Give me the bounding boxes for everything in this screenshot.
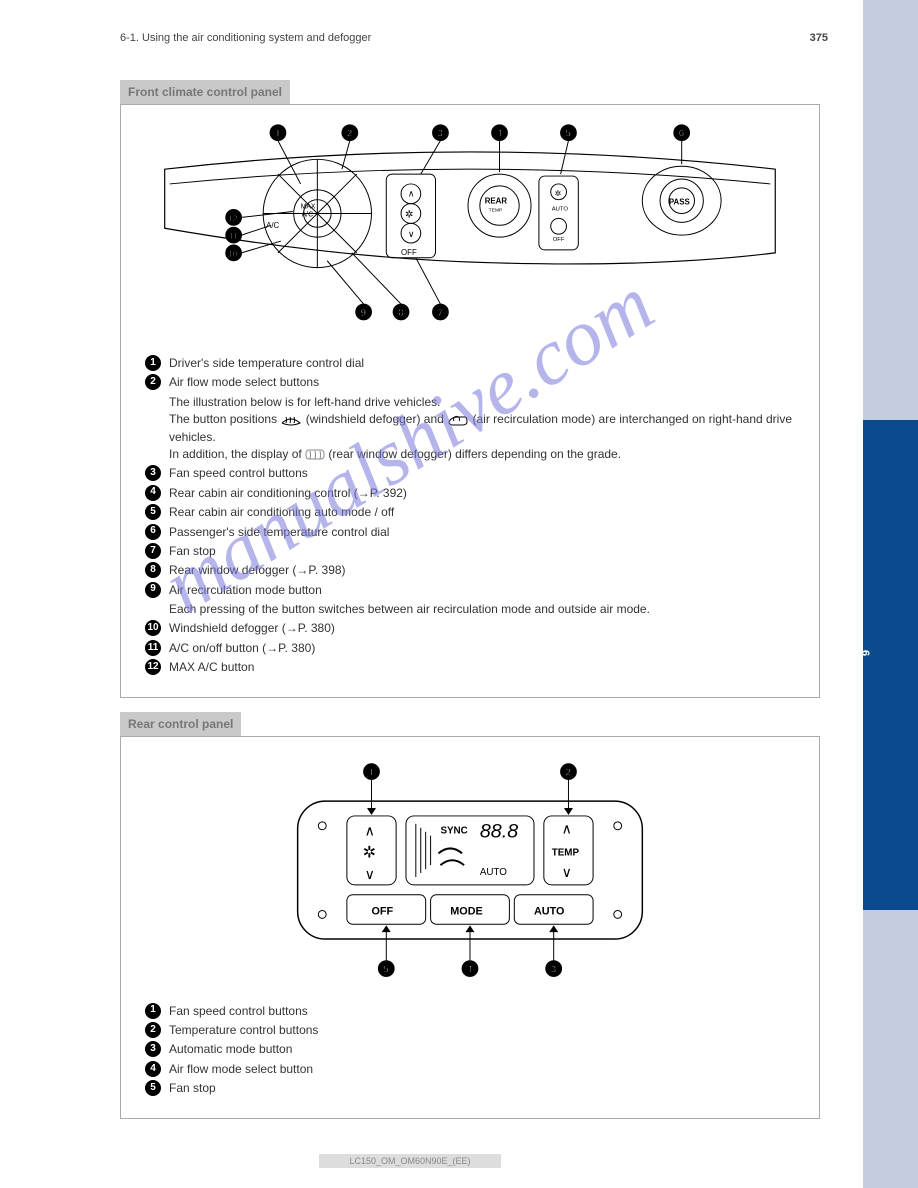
svg-text:∧: ∧ xyxy=(408,189,415,199)
callout-num: 12 xyxy=(145,659,161,675)
front-callout-list: 1Driver's side temperature control dial … xyxy=(145,355,795,677)
svg-text:AUTO: AUTO xyxy=(534,905,564,917)
svg-text:PASS: PASS xyxy=(669,198,690,207)
tab-label: 6 Interior features xyxy=(859,650,871,662)
callout-num: 1 xyxy=(145,355,161,371)
callout-text: Fan speed control buttons xyxy=(169,465,795,482)
svg-text:9: 9 xyxy=(361,308,367,319)
callout-num: 2 xyxy=(145,1022,161,1038)
svg-text:∧: ∧ xyxy=(562,821,572,836)
callout-text: Rear window defogger (→P. 398) xyxy=(169,562,795,579)
svg-text:REAR: REAR xyxy=(485,197,508,206)
svg-text:∨: ∨ xyxy=(365,867,375,882)
callout-text: Driver's side temperature control dial xyxy=(169,355,795,372)
callout-text: MAX A/C button xyxy=(169,659,795,676)
svg-text:OFF: OFF xyxy=(553,237,565,243)
svg-text:∧: ∧ xyxy=(365,823,375,838)
callout-num: 7 xyxy=(145,543,161,559)
section-tab: 6 Interior features xyxy=(863,420,918,910)
svg-text:4: 4 xyxy=(467,964,473,975)
svg-text:AUTO: AUTO xyxy=(552,207,569,213)
svg-text:AUTO: AUTO xyxy=(480,867,507,878)
svg-text:11: 11 xyxy=(229,231,238,241)
callout-text: Windshield defogger (→P. 380) xyxy=(169,620,795,637)
callout-num: 6 xyxy=(145,524,161,540)
svg-text:MAX: MAX xyxy=(301,204,316,211)
callout-text: Rear cabin air conditioning control (→P.… xyxy=(169,485,795,502)
svg-text:✲: ✲ xyxy=(363,844,376,861)
svg-text:1: 1 xyxy=(369,767,375,778)
callout-num: 4 xyxy=(145,485,161,501)
callout-num: 10 xyxy=(145,620,161,636)
callout-text: Passenger's side temperature control dia… xyxy=(169,524,795,541)
svg-text:7: 7 xyxy=(437,308,443,319)
callout-num: 2 xyxy=(145,374,161,390)
svg-text:1: 1 xyxy=(275,129,281,140)
recirc-icon xyxy=(447,414,469,426)
svg-text:TEMP: TEMP xyxy=(552,847,580,858)
svg-text:5: 5 xyxy=(566,129,572,140)
svg-text:A/C: A/C xyxy=(302,211,313,218)
callout-num: 1 xyxy=(145,1003,161,1019)
svg-text:2: 2 xyxy=(566,767,572,778)
svg-text:✲: ✲ xyxy=(555,189,562,198)
callout-text: Air flow mode select buttons xyxy=(169,374,795,391)
svg-text:✲: ✲ xyxy=(405,209,413,220)
callout-text: Air flow mode select button xyxy=(169,1061,795,1078)
rear-callout-list: 1 Fan speed control buttons 2 Temperature … xyxy=(145,1003,795,1098)
svg-text:OFF: OFF xyxy=(401,248,417,257)
rear-section: ∧ ✲ ∨ SYNC 88.8 AUTO ∧ TEMP ∨ OFF MODE A… xyxy=(120,736,820,1119)
svg-text:6: 6 xyxy=(679,129,685,140)
svg-text:TEMP: TEMP xyxy=(489,208,503,214)
note: Each pressing of the button switches bet… xyxy=(169,601,795,618)
callout-num: 9 xyxy=(145,582,161,598)
callout-num: 3 xyxy=(145,1041,161,1057)
callout-text: Air recirculation mode button xyxy=(169,582,795,599)
rear-diagram-svg: ∧ ✲ ∨ SYNC 88.8 AUTO ∧ TEMP ∨ OFF MODE A… xyxy=(145,747,795,993)
callout-num: 8 xyxy=(145,562,161,578)
callout-num: 11 xyxy=(145,640,161,656)
callout-text: Fan stop xyxy=(169,1080,795,1097)
note: The button positions (windshield defogge… xyxy=(169,411,795,446)
svg-text:∨: ∨ xyxy=(408,229,415,239)
callout-num: 3 xyxy=(145,465,161,481)
svg-text:3: 3 xyxy=(437,129,443,140)
front-diagram-svg: MAXA/C A/C ∧ ✲ ∨ OFF REAR TEMP ✲ AUTO OF… xyxy=(145,115,795,342)
rear-diagram: ∧ ✲ ∨ SYNC 88.8 AUTO ∧ TEMP ∨ OFF MODE A… xyxy=(145,747,795,997)
callout-text: Automatic mode button xyxy=(169,1041,795,1058)
note: In addition, the display of (rear window… xyxy=(169,446,795,463)
front-diagram: MAXA/C A/C ∧ ✲ ∨ OFF REAR TEMP ✲ AUTO OF… xyxy=(145,115,795,345)
svg-text:2: 2 xyxy=(347,129,353,140)
page-footer: LC150_OM_OM60N90E_(EE) xyxy=(0,1156,820,1166)
svg-text:4: 4 xyxy=(497,129,503,140)
svg-text:OFF: OFF xyxy=(372,905,394,917)
defogger-icon xyxy=(280,413,302,427)
svg-text:8: 8 xyxy=(398,308,404,319)
svg-text:10: 10 xyxy=(228,249,238,259)
callout-num: 5 xyxy=(145,1080,161,1096)
callout-text: A/C on/off button (→P. 380) xyxy=(169,640,795,657)
svg-text:5: 5 xyxy=(383,964,389,975)
rear-section-header: Rear control panel xyxy=(120,712,241,736)
sidebar: 6 Interior features xyxy=(863,0,918,1188)
callout-text: Rear cabin air conditioning auto mode / … xyxy=(169,504,795,521)
front-section-header: Front climate control panel xyxy=(120,80,290,104)
rear-defog-icon xyxy=(305,448,325,461)
note: The illustration below is for left-hand … xyxy=(169,394,795,411)
svg-text:88.8: 88.8 xyxy=(480,820,518,842)
callout-num: 5 xyxy=(145,504,161,520)
front-section: MAXA/C A/C ∧ ✲ ∨ OFF REAR TEMP ✲ AUTO OF… xyxy=(120,104,820,698)
callout-text: Fan stop xyxy=(169,543,795,560)
svg-text:SYNC: SYNC xyxy=(440,825,467,836)
callout-text: Temperature control buttons xyxy=(169,1022,795,1039)
svg-text:3: 3 xyxy=(551,964,557,975)
callout-text: Fan speed control buttons xyxy=(169,1003,795,1020)
svg-text:∨: ∨ xyxy=(562,865,572,880)
callout-num: 4 xyxy=(145,1061,161,1077)
svg-text:12: 12 xyxy=(228,213,238,223)
svg-text:MODE: MODE xyxy=(450,905,483,917)
